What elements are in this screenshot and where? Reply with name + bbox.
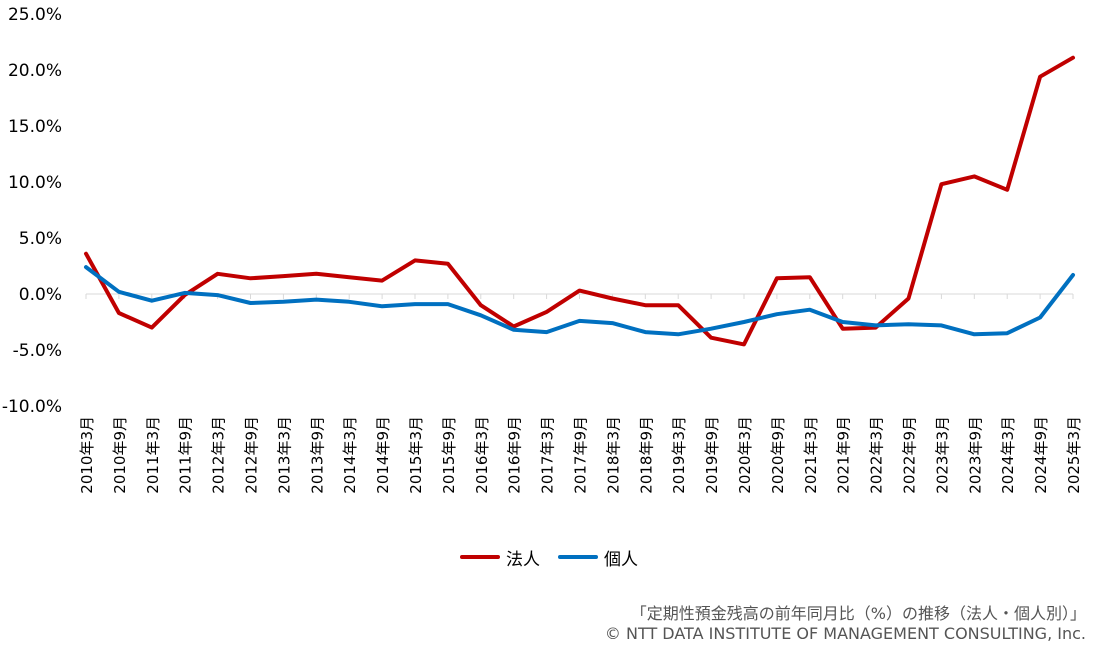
x-tick-label: 2016年9月 bbox=[506, 416, 524, 494]
x-tick-label: 2019年3月 bbox=[670, 416, 688, 494]
x-tick-label: 2014年9月 bbox=[374, 416, 392, 494]
x-tick-label: 2023年9月 bbox=[966, 416, 984, 494]
y-tick-label: 5.0% bbox=[19, 229, 62, 249]
x-tick-label: 2016年3月 bbox=[473, 416, 491, 494]
x-tick-label: 2015年3月 bbox=[407, 416, 425, 494]
y-tick-label: 15.0% bbox=[8, 117, 62, 137]
x-tick-label: 2018年3月 bbox=[604, 416, 622, 494]
y-tick-label: 10.0% bbox=[8, 173, 62, 193]
x-tick-label: 2024年9月 bbox=[1032, 416, 1050, 494]
legend-item-houjin: 法人 bbox=[460, 545, 540, 570]
y-tick-label: -10.0% bbox=[2, 397, 62, 417]
x-tick-label: 2010年9月 bbox=[111, 416, 129, 494]
x-tick-label: 2011年3月 bbox=[144, 416, 162, 494]
x-tick-label: 2022年9月 bbox=[901, 416, 919, 494]
x-tick-label: 2023年3月 bbox=[933, 416, 951, 494]
x-tick-label: 2014年3月 bbox=[341, 416, 359, 494]
series-line-kojin bbox=[84, 265, 1075, 337]
x-tick-label: 2025年3月 bbox=[1065, 416, 1083, 494]
x-tick-label: 2019年9月 bbox=[703, 416, 721, 494]
y-tick-label: 20.0% bbox=[8, 61, 62, 81]
x-tick-label: 2011年9月 bbox=[177, 416, 195, 494]
legend-item-kojin: 個人 bbox=[558, 545, 638, 570]
series-lines bbox=[84, 55, 1075, 347]
legend-label-kojin: 個人 bbox=[604, 549, 638, 570]
x-tick-label: 2017年3月 bbox=[539, 416, 557, 494]
copyright-credit: © NTT DATA INSTITUTE OF MANAGEMENT CONSU… bbox=[604, 624, 1086, 643]
x-tick-label: 2010年3月 bbox=[78, 416, 96, 494]
x-tick-label: 2020年3月 bbox=[736, 416, 754, 494]
x-tick-label: 2013年9月 bbox=[308, 416, 326, 494]
legend-swatch-kojin bbox=[558, 555, 598, 559]
y-axis-ticks: -10.0% -5.0% 0.0% 5.0% 10.0% 15.0% 20.0% 25.0% bbox=[2, 5, 62, 417]
x-tick-label: 2022年3月 bbox=[868, 416, 886, 494]
x-tick-label: 2021年3月 bbox=[802, 416, 820, 494]
line-chart: -10.0%-5.0%0.0%5.0%10.0%15.0%20.0%25.0% … bbox=[2, 5, 1083, 494]
x-tick-label: 2015年9月 bbox=[440, 416, 458, 494]
x-tick-label: 2018年9月 bbox=[637, 416, 655, 494]
x-tick-label: 2012年3月 bbox=[210, 416, 228, 494]
legend-swatch-houjin bbox=[460, 555, 500, 559]
x-tick-label: 2024年3月 bbox=[999, 416, 1017, 494]
y-tick-label: 0.0% bbox=[19, 285, 62, 305]
legend-label-houjin: 法人 bbox=[506, 549, 540, 570]
x-tick-label: 2012年9月 bbox=[243, 416, 261, 494]
x-axis-ticks: 2010年3月 2010年9月 2011年3月 2011年9月 2012年3月 2012年… bbox=[78, 416, 1083, 494]
chart-caption: 「定期性預金残高の前年同月比（%）の推移（法人・個人別）」 bbox=[630, 604, 1086, 623]
x-tick-label: 2021年9月 bbox=[835, 416, 853, 494]
x-tick-label: 2013年3月 bbox=[275, 416, 293, 494]
y-tick-label: 25.0% bbox=[8, 5, 62, 25]
legend: 法人 個人 bbox=[460, 544, 638, 570]
y-tick-label: -5.0% bbox=[13, 341, 62, 361]
x-tick-label: 2017年9月 bbox=[572, 416, 590, 494]
series-line-houjin bbox=[84, 55, 1075, 347]
x-tick-label: 2020年9月 bbox=[769, 416, 787, 494]
